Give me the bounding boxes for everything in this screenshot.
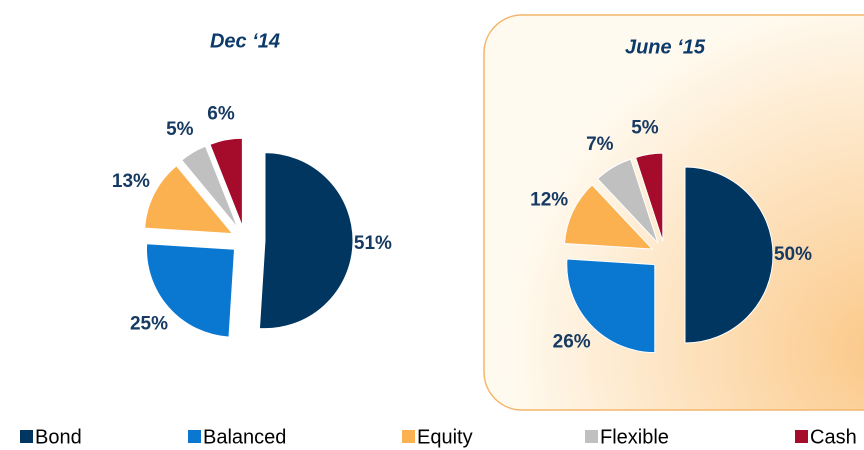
pie-slice (684, 166, 774, 344)
pie-slice (146, 243, 236, 338)
legend-label: Cash (810, 426, 857, 448)
legend-label: Bond (35, 426, 82, 448)
data-label: 25% (130, 314, 168, 335)
legend-label: Equity (417, 426, 473, 448)
data-label: 5% (166, 119, 194, 140)
data-label: 7% (586, 134, 614, 155)
pie-slice (566, 258, 656, 354)
legend-label: Flexible (600, 426, 669, 448)
data-label: 5% (631, 118, 659, 139)
legend-label: Balanced (203, 426, 286, 448)
pie-slice (144, 165, 234, 235)
data-label: 50% (774, 244, 812, 265)
legend-swatch (188, 430, 201, 443)
legend-swatch (402, 430, 415, 443)
data-label: 13% (112, 171, 150, 192)
pie-slice (258, 152, 354, 330)
pie-slice (596, 158, 659, 244)
highlight-box (483, 14, 864, 411)
data-label: 6% (207, 103, 235, 124)
pie-slice (209, 137, 243, 227)
legend-swatch (795, 430, 808, 443)
pie-slice (634, 152, 664, 242)
pie-slice (563, 184, 654, 250)
pie-slice (181, 145, 239, 229)
data-label: 26% (553, 332, 591, 353)
data-label: 51% (354, 233, 392, 254)
chart-title: June ‘15 (625, 36, 706, 58)
data-label: 12% (530, 190, 568, 211)
legend-swatch (20, 430, 33, 443)
chart-title: Dec ‘14 (210, 30, 280, 52)
legend-swatch (585, 430, 598, 443)
